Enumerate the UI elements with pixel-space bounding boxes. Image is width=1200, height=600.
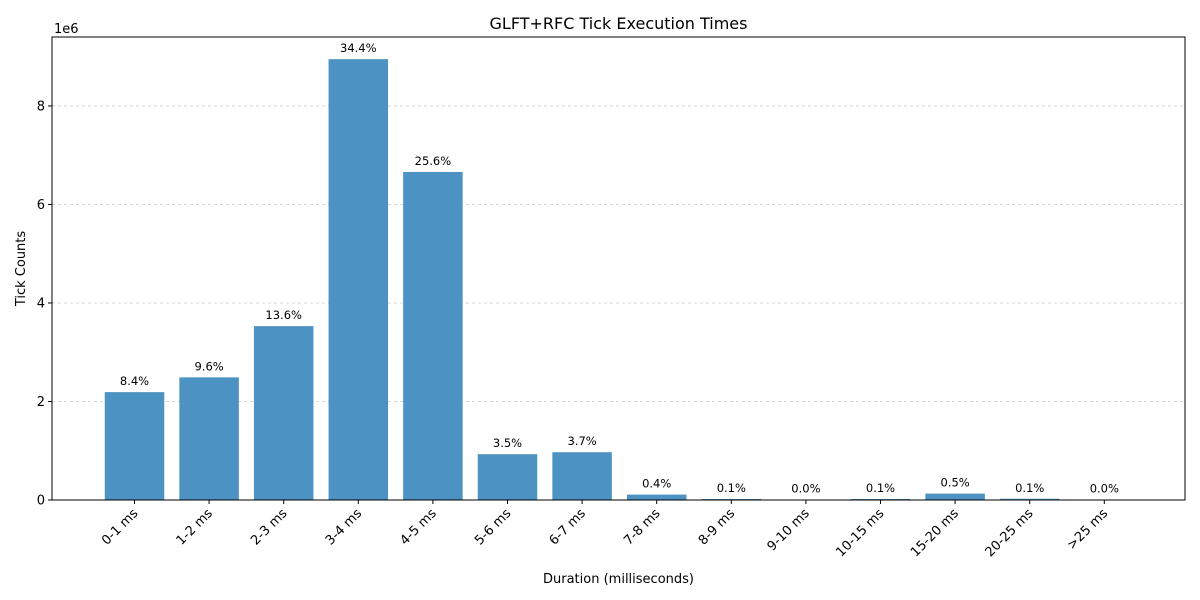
- bar-value-label: 8.4%: [120, 374, 149, 388]
- bar: [925, 493, 985, 500]
- bar-value-label: 0.0%: [791, 482, 820, 496]
- bar-value-label: 0.5%: [940, 476, 969, 490]
- bar-value-label: 0.1%: [1015, 481, 1044, 495]
- bars: [104, 59, 1135, 501]
- bar-value-label: 13.6%: [265, 308, 302, 322]
- bar-value-label: 0.4%: [642, 477, 671, 491]
- y-tick-label: 2: [37, 395, 45, 410]
- bar-value-label: 0.1%: [866, 481, 895, 495]
- bar: [626, 494, 687, 500]
- chart-title: GLFT+RFC Tick Execution Times: [490, 14, 748, 33]
- y-axis: 0 2 4 6 8: [37, 99, 52, 509]
- bar: [477, 454, 538, 500]
- bar-value-label: 25.6%: [415, 154, 452, 168]
- bar-value-labels: 8.4% 9.6% 13.6% 34.4% 25.6% 3.5% 3.7% 0.4% 0.1% 0…: [120, 41, 1119, 495]
- bar: [403, 171, 463, 500]
- y-axis-multiplier: 1e6: [54, 22, 79, 37]
- x-axis-title: Duration (milliseconds): [543, 572, 694, 587]
- y-tick-label: 6: [37, 198, 45, 213]
- bar: [253, 326, 314, 500]
- bar: [999, 498, 1060, 500]
- bar-value-label: 0.0%: [1090, 482, 1119, 496]
- y-tick-label: 4: [37, 296, 45, 311]
- bar-value-label: 3.5%: [493, 436, 522, 450]
- y-axis-title: Tick Counts: [14, 231, 29, 308]
- plot-frame: [51, 36, 1186, 501]
- bar: [552, 452, 612, 500]
- y-tick-label: 0: [37, 494, 45, 509]
- bar: [328, 59, 389, 501]
- bar-value-label: 9.6%: [194, 359, 223, 373]
- y-tick-label: 8: [37, 99, 45, 114]
- bar-value-label: 34.4%: [340, 41, 377, 55]
- bar: [104, 392, 165, 500]
- bar-value-label: 0.1%: [717, 481, 746, 495]
- bar: [179, 377, 239, 500]
- bar-value-label: 3.7%: [567, 434, 596, 448]
